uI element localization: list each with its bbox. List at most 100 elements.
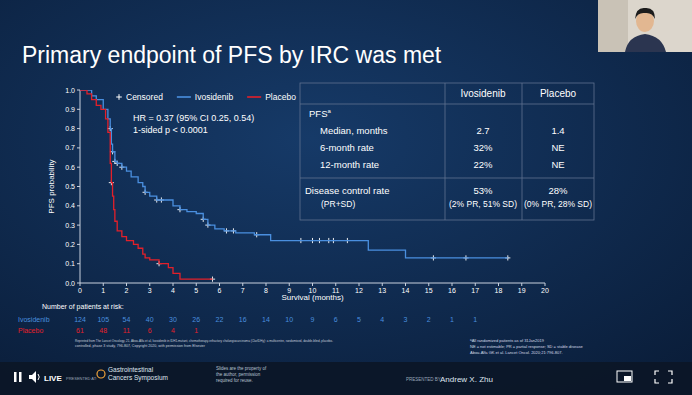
y-tick-label: 1.0 — [65, 87, 75, 94]
webcam-body — [625, 34, 666, 52]
live-label: LIVE — [44, 374, 62, 383]
x-tick — [428, 283, 429, 286]
copyright-notice: the author, permission — [216, 372, 261, 377]
legend-swatch — [247, 96, 261, 98]
at-risk-value: 5 — [357, 316, 361, 323]
x-tick-label: 8 — [264, 287, 268, 294]
at-risk-value: 22 — [216, 316, 224, 323]
x-tick — [80, 283, 81, 286]
x-tick-label: 1 — [101, 287, 105, 294]
legend-label: Ivosidenib — [195, 92, 234, 102]
pip-icon[interactable] — [617, 371, 632, 382]
x-tick — [126, 283, 127, 286]
fullscreen-icon[interactable] — [655, 371, 672, 383]
webcam-hair — [635, 8, 655, 19]
meeting-name: Cancers Symposium — [108, 374, 168, 382]
survival-curve — [80, 90, 508, 258]
y-tick — [77, 167, 80, 168]
table-row-label: (PR+SD) — [321, 199, 355, 209]
table-cell: (0% PR, 28% SD) — [524, 199, 592, 209]
superscript: a — [327, 108, 331, 114]
y-tick — [77, 128, 80, 129]
x-tick-label: 14 — [402, 287, 410, 294]
at-risk-value: 40 — [146, 316, 154, 323]
table-section: PFSa — [309, 108, 331, 119]
annotation: 1-sided p < 0.0001 — [133, 125, 208, 135]
source-note: Reprinted from The Lancet Oncology, 21, … — [75, 339, 334, 343]
pause-icon[interactable] — [19, 372, 22, 382]
footnote-text: NE = not estimable; PR = partial respons… — [470, 344, 583, 349]
x-tick-label: 0 — [78, 287, 82, 294]
x-tick — [312, 283, 313, 286]
x-tick — [242, 283, 243, 286]
volume-icon[interactable] — [29, 371, 36, 383]
table-cell: 28% — [548, 185, 568, 196]
y-tick-label: 0.2 — [65, 241, 75, 248]
x-tick — [382, 283, 383, 286]
legend-swatch — [116, 94, 122, 100]
at-risk-row-label: Placebo — [18, 327, 43, 334]
meeting-name: Gastrointestinal — [108, 366, 154, 373]
legend-label: Censored — [126, 92, 163, 102]
x-tick-label: 20 — [541, 287, 549, 294]
table-header: Ivosidenib — [460, 88, 505, 99]
x-tick-label: 6 — [218, 287, 222, 294]
y-tick-label: 0.3 — [65, 222, 75, 229]
logo-emblem — [97, 370, 105, 378]
y-tick — [77, 147, 80, 148]
plot-marks — [80, 90, 510, 282]
at-risk-value: 105 — [97, 316, 109, 323]
slide-title: Primary endpoint of PFS by IRC was met — [22, 42, 442, 68]
table-cell: 53% — [473, 185, 493, 196]
player-bg — [0, 362, 692, 395]
x-tick-label: 18 — [495, 287, 503, 294]
webcam — [598, 0, 692, 52]
table-rule — [300, 104, 594, 105]
x-tick — [405, 283, 406, 286]
annotation: HR = 0.37 (95% CI 0.25, 0.54) — [133, 113, 254, 123]
at-risk-value: 4 — [380, 316, 384, 323]
y-tick — [77, 186, 80, 187]
footnote-text: All randomized patients as of 31Jan2019 — [472, 338, 545, 343]
x-tick-label: 19 — [518, 287, 526, 294]
x-tick-label: 7 — [241, 287, 245, 294]
table-row-label: 6-month rate — [320, 142, 374, 153]
footnote: NE = not estimable; PR = partial respons… — [470, 344, 583, 349]
at-risk-value: 4 — [171, 327, 175, 334]
x-tick-label: 13 — [378, 287, 386, 294]
table-cell: (2% PR, 51% SD) — [449, 199, 517, 209]
pause-icon[interactable] — [14, 372, 17, 382]
x-tick — [335, 283, 336, 286]
at-risk-value: 30 — [169, 316, 177, 323]
footnote-text: Abou-Alfa GK et al. Lancet Oncol. 2020;2… — [470, 350, 563, 355]
table-cell: 22% — [473, 159, 493, 170]
footnote: Abou-Alfa GK et al. Lancet Oncol. 2020;2… — [470, 350, 563, 355]
table-cell: NE — [551, 142, 564, 153]
y-tick-label: 0.1 — [65, 260, 75, 267]
y-tick — [77, 225, 80, 226]
volume-icon[interactable] — [38, 374, 39, 380]
player-bar: LIVEPRESENTED AT:GastrointestinalCancers… — [0, 362, 692, 395]
at-risk-value: 3 — [404, 316, 408, 323]
x-tick — [289, 283, 290, 286]
table-border — [300, 83, 594, 220]
table-row-label: Median, months — [320, 125, 388, 136]
x-tick-label: 17 — [471, 287, 479, 294]
footnote: aAll randomized patients as of 31Jan2019 — [470, 338, 545, 344]
at-risk-value: 61 — [76, 327, 84, 334]
x-tick — [498, 283, 499, 286]
x-tick — [359, 283, 360, 286]
x-tick — [149, 283, 150, 286]
background — [0, 0, 692, 395]
y-axis-label: PFS probability — [47, 159, 56, 213]
y-tick-label: 0.9 — [65, 106, 75, 113]
table-section-text: PFS — [309, 108, 327, 119]
at-risk-value: 124 — [74, 316, 86, 323]
y-tick-label: 0.0 — [65, 280, 75, 287]
x-tick — [521, 283, 522, 286]
slide: Primary endpoint of PFS by IRC was met 0.… — [0, 0, 692, 395]
pip-icon[interactable] — [624, 376, 631, 381]
table-row-label: 12-month rate — [320, 159, 379, 170]
webcam-bg — [598, 0, 692, 52]
x-tick — [452, 283, 453, 286]
